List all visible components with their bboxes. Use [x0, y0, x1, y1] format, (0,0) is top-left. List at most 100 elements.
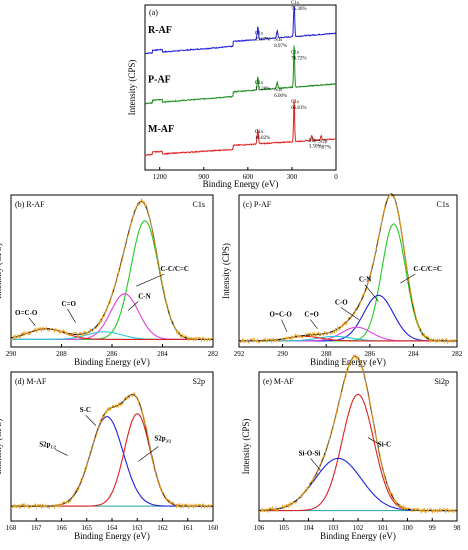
panel-c-region: C1s [437, 200, 449, 209]
panel-e-peak-label: Si-C [378, 441, 391, 449]
panel-b-x-tick-label: 288 [56, 350, 67, 358]
panel-a-annotation: O1s [255, 81, 263, 86]
panel-b-region: C1s [193, 200, 205, 209]
panel-d-x-tick-label: 162 [157, 524, 168, 532]
panel-a-annotation: 66.81% [291, 106, 306, 111]
panel-b-peak-label: C-N [138, 292, 150, 300]
panel-b-peak-label: O=C-O [15, 309, 38, 317]
panel-a-annotation: Si2p [318, 139, 328, 144]
panel-d-x-tick-label: 160 [208, 524, 219, 532]
panel-c-p-af-c1s: 292 290 288 286 284 282 Binding Energy (eV) Int… [221, 193, 463, 367]
panel-b-y-axis-label: Intensity (CPS) [0, 243, 3, 299]
panel-c-peak-label: C-C/C=C [413, 265, 442, 273]
panel-a-annotation: O1s [255, 130, 263, 135]
panel-c-y-axis-label: Intensity (CPS) [221, 243, 231, 299]
panel-c-x-tick-label: 286 [365, 350, 376, 358]
panel-a-survey: 1200 900 600 300 0 Binding Energy (eV) Intensi… [127, 1, 338, 189]
panel-c-x-tick-label: 292 [234, 350, 245, 358]
panel-d-peak-label: S2p3/2 [154, 435, 171, 444]
panel-b-x-tick-label: 286 [107, 350, 118, 358]
panel-b-label: (b) R-AF [15, 200, 45, 209]
panel-a-x-tick-label: 600 [243, 173, 254, 181]
panel-c-peak-pointer [310, 319, 318, 329]
panel-b-x-tick-label: 284 [157, 350, 168, 358]
panel-e-x-tick-label: 99 [429, 524, 437, 532]
panel-a-annotation: 7.87% [318, 145, 331, 150]
panel-d-x-tick-label: 166 [56, 524, 67, 532]
panel-b-x-tick-label: 282 [208, 350, 219, 358]
panel-d-x-tick-label: 163 [132, 524, 143, 532]
panel-a-annotation: 6.00% [274, 94, 287, 99]
panel-c-peak-pointer [364, 284, 379, 302]
panel-d-m-af-s2p: 168 167 166 165 164 163 162 161 160 Binding Energ… [0, 371, 219, 541]
panel-b-peak-pointer [28, 317, 36, 326]
panel-b-x-tick-label: 290 [6, 350, 17, 358]
panel-a-x-axis-label: Binding Energy (eV) [203, 179, 279, 189]
panel-c-peak-label: O=C-O [270, 311, 293, 319]
panel-c-envelope [238, 193, 458, 345]
panel-c-peak-pointer [340, 307, 360, 320]
panel-d-x-tick-label: 167 [31, 524, 42, 532]
panel-a-annotation: C1s [291, 100, 299, 105]
panel-b-peak-label: C=O [62, 300, 77, 308]
panel-e-x-tick-label: 105 [279, 524, 290, 532]
panel-a-series-label: P-AF [148, 75, 171, 86]
panel-a-x-tick-label: 300 [287, 173, 298, 181]
panel-a-annotation: 16.82% [255, 136, 270, 141]
panel-a-annotation: 75.36% [291, 7, 306, 12]
panel-e-x-tick-label: 100 [402, 524, 413, 532]
panel-c-component-c-c-c-c [239, 223, 457, 342]
panel-a-annotation: N1s [274, 38, 282, 43]
panel-a-annotation: 3.50% [309, 145, 322, 150]
panel-c-label: (c) P-AF [243, 200, 272, 209]
panel-a-annotation: S2p [309, 139, 317, 144]
panel-b-envelope [10, 197, 214, 343]
panel-e-region: Si2p [434, 377, 449, 386]
panel-b-component-c-c-c-c [11, 220, 213, 340]
panel-e-x-tick-label: 101 [378, 524, 389, 532]
panel-a-series-m-af [144, 99, 337, 156]
panel-d-peak-label: S-C [80, 406, 91, 414]
panel-a-annotation: 17.28% [255, 87, 270, 92]
panel-a-annotation: 8.97% [274, 44, 287, 49]
panel-d-component-s2p3-2 [11, 413, 213, 507]
panel-e-component-si-o-si [259, 457, 457, 512]
panel-d-x-tick-label: 165 [82, 524, 93, 532]
panel-e-x-tick-label: 104 [303, 524, 314, 532]
panel-a-annotation: 76.72% [291, 56, 306, 61]
panel-b-peak-label: C-C/C=C [160, 265, 189, 273]
panel-d-x-tick-label: 164 [107, 524, 118, 532]
panel-a-y-axis-label: Intensity (CPS) [127, 60, 137, 116]
panel-a-annotation: N1s [274, 88, 282, 93]
panel-a-series-label: M-AF [148, 124, 174, 135]
panel-e-peak-pointer [367, 437, 380, 445]
panel-e-x-tick-label: 103 [328, 524, 339, 532]
panel-c-x-tick-label: 290 [277, 350, 288, 358]
panel-e-x-axis-label: Binding Energy (eV) [320, 531, 396, 541]
panel-b-r-af-c1s: 290 288 286 284 282 Binding Energy (eV) Intens… [0, 194, 219, 367]
panel-b-peak-pointer [136, 273, 165, 287]
panel-e-x-tick-label: 98 [454, 524, 462, 532]
panel-d-envelope [10, 392, 214, 510]
panel-a-annotation: C1s [291, 1, 299, 6]
panel-a-series-p-af [144, 45, 336, 105]
panel-d-label: (d) M-AF [15, 377, 47, 386]
panel-e-label: (e) M-AF [263, 377, 294, 386]
panel-a-x-tick-label: 0 [334, 173, 338, 181]
panel-c-frame [238, 194, 458, 348]
panel-e-peak-pointer [310, 458, 321, 471]
panel-e-x-tick-label: 106 [254, 524, 265, 532]
panel-c-peak-label: C=O [304, 311, 319, 319]
panel-a-x-tick-label: 1200 [153, 173, 168, 181]
panel-c-peak-pointer [400, 273, 416, 284]
panel-a-series-label: R-AF [148, 25, 172, 36]
panel-c-x-tick-label: 288 [321, 350, 332, 358]
panel-e-x-tick-label: 102 [353, 524, 364, 532]
panel-e-y-axis-label: Intensity (CPS) [241, 419, 251, 475]
panel-d-raw-data [11, 393, 213, 507]
panel-d-x-tick-label: 168 [6, 524, 17, 532]
panel-c-x-tick-label: 282 [452, 350, 463, 358]
panel-d-peak-label: S2p1/2 [39, 441, 56, 450]
panel-a-annotation: 15.67% [255, 38, 270, 43]
